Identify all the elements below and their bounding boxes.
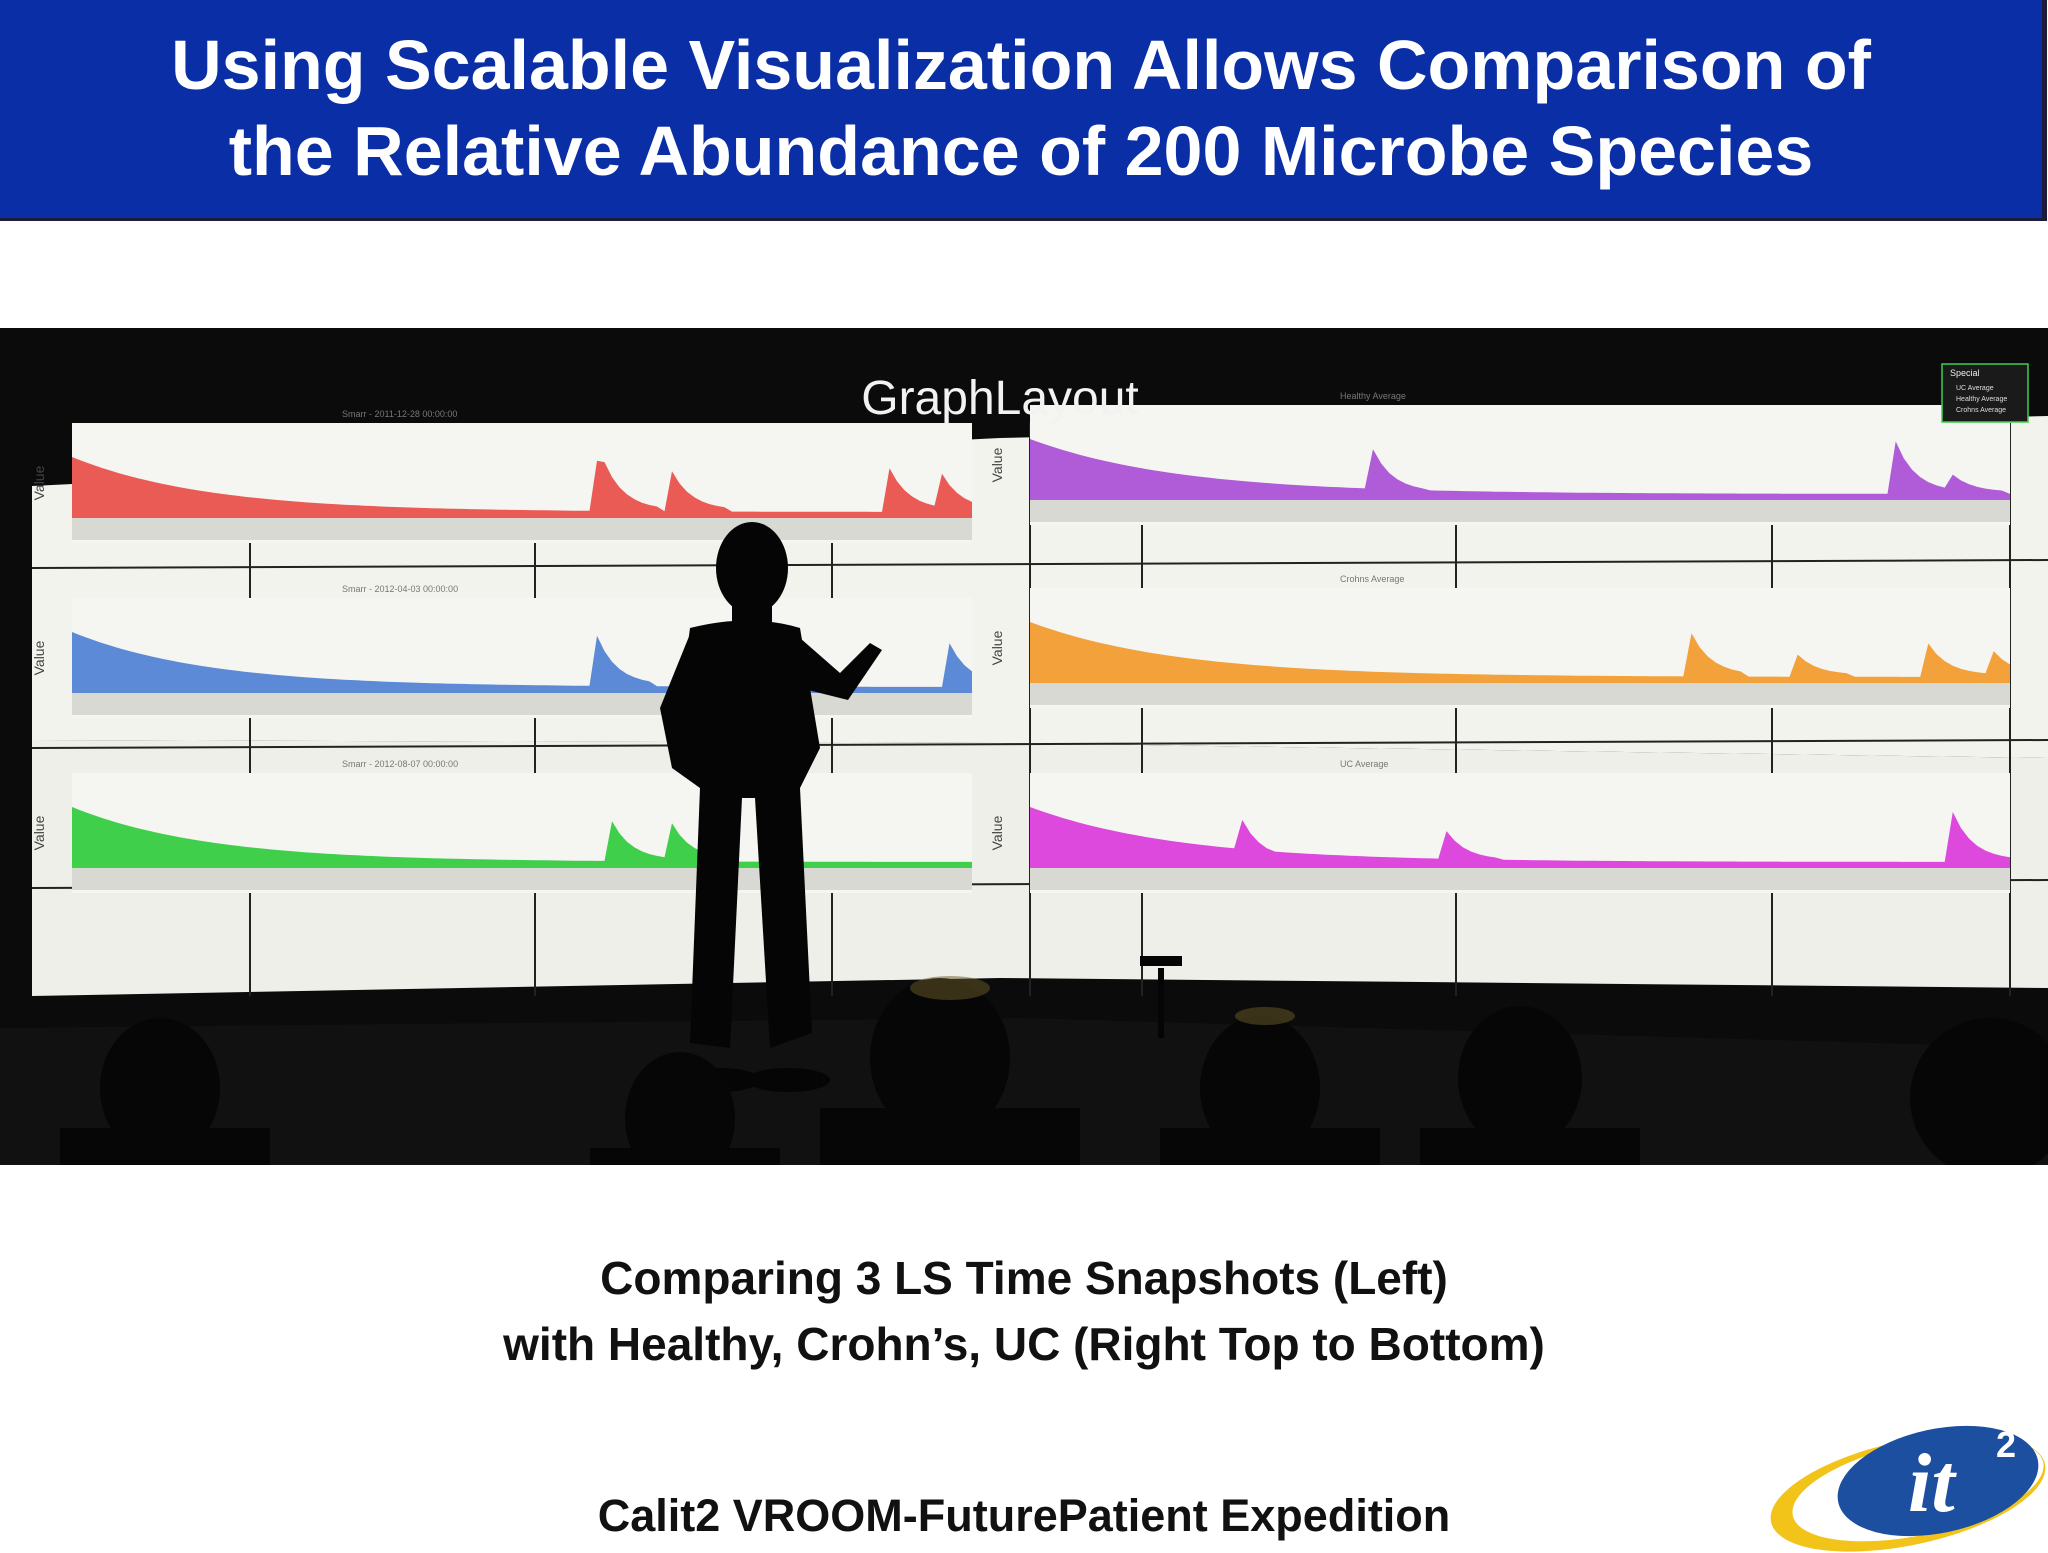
right-graph-panel: Value Healthy Average	[989, 391, 2010, 525]
right-graph-panel: Value UC Average	[989, 759, 2010, 893]
legend-item: Healthy Average	[1956, 396, 2007, 403]
legend-title: Special	[1950, 368, 1980, 378]
caption-line-2: with Healthy, Crohn’s, UC (Right Top to …	[503, 1318, 1545, 1370]
audience-silhouettes	[60, 978, 2048, 1165]
legend-item: UC Average	[1956, 385, 1994, 392]
bezel-line	[31, 739, 2048, 749]
noise-band	[1030, 500, 2010, 522]
left-graph-panel: Value Smarr - 2011-12-28 00:00:00	[31, 409, 972, 543]
legend-item: Crohns Average	[1956, 407, 2006, 414]
wall-heading: GraphLayout	[861, 372, 1139, 425]
right-graph-panel: Value Crohns Average	[989, 574, 2010, 708]
panel-label: Crohns Average	[1340, 574, 1404, 584]
abundance-area	[72, 632, 972, 693]
graph-panels: Value Smarr - 2011-12-28 00:00:00 Value Sma…	[31, 391, 2010, 893]
panel-label: Smarr - 2011-12-28 00:00:00	[342, 409, 457, 419]
noise-band	[72, 868, 972, 890]
audience-highlights	[910, 976, 1295, 1025]
value-axis-label: Value	[989, 447, 1005, 482]
noise-band	[1030, 683, 2010, 705]
abundance-area	[1030, 622, 2010, 683]
presentation-photo: Value Smarr - 2011-12-28 00:00:00 Value Sma…	[0, 328, 2048, 1165]
abundance-area	[72, 457, 972, 518]
abundance-area	[1030, 439, 2010, 500]
wall-legend: Special UC Average Healthy Average Crohn…	[1941, 363, 2029, 423]
panel-label: UC Average	[1340, 759, 1388, 769]
value-axis-label: Value	[31, 640, 47, 675]
noise-band	[72, 518, 972, 540]
caption-line-1: Comparing 3 LS Time Snapshots (Left)	[600, 1252, 1448, 1304]
value-axis-label: Value	[989, 815, 1005, 850]
legend-box	[1941, 363, 2029, 423]
left-graph-panel: Value Smarr - 2012-08-07 00:00:00	[31, 759, 972, 893]
noise-band	[1030, 868, 2010, 890]
panel-label: Smarr - 2012-04-03 00:00:00	[342, 584, 458, 594]
title-line-2: the Relative Abundance of 200 Microbe Sp…	[228, 112, 1814, 190]
title-banner: Using Scalable Visualization Allows Comp…	[0, 0, 2047, 221]
bezel-line	[31, 559, 2048, 569]
logo-oval	[1837, 1425, 2039, 1537]
panel-label: Healthy Average	[1340, 391, 1406, 401]
presenter-silhouette	[660, 522, 1182, 1092]
slide-title: Using Scalable Visualization Allows Comp…	[0, 22, 2042, 194]
slide-caption: Comparing 3 LS Time Snapshots (Left) wit…	[0, 1245, 2048, 1377]
panel-label: Smarr - 2012-08-07 00:00:00	[342, 759, 458, 769]
it2-logo: it 2	[1770, 1424, 2046, 1552]
abundance-area	[72, 807, 972, 868]
title-line-1: Using Scalable Visualization Allows Comp…	[171, 26, 1871, 104]
logo-superscript: 2	[1996, 1424, 2016, 1465]
left-graph-panel: Value Smarr - 2012-04-03 00:00:00	[31, 584, 972, 718]
abundance-area	[1030, 807, 2010, 868]
value-axis-label: Value	[31, 465, 47, 500]
value-axis-label: Value	[31, 815, 47, 850]
value-axis-label: Value	[989, 630, 1005, 665]
slide-credit: Calit2 VROOM-FuturePatient Expedition	[597, 1490, 1451, 1541]
logo-text: it	[1908, 1437, 1957, 1530]
